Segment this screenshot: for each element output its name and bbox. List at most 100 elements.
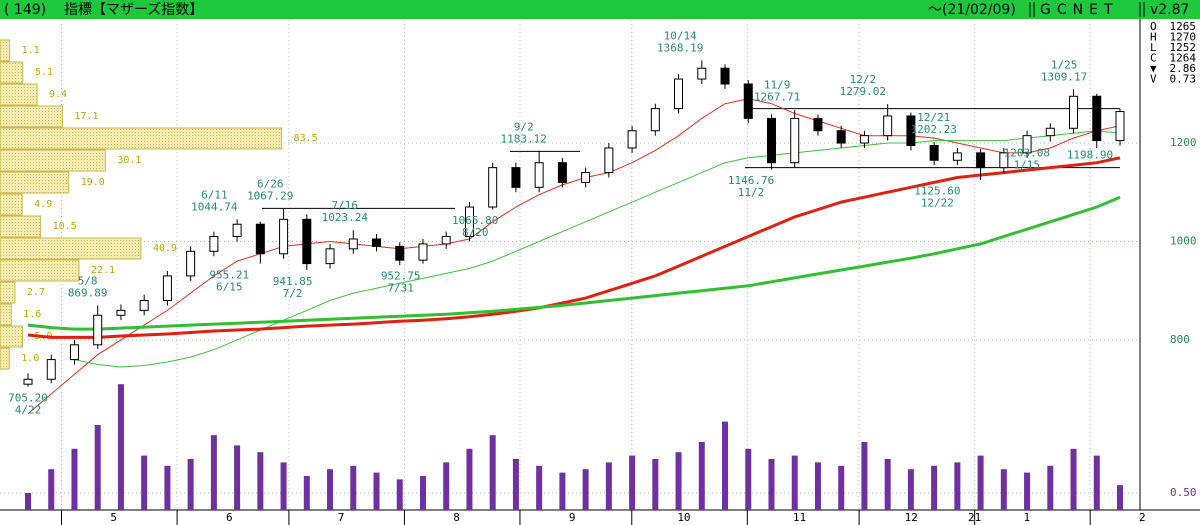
x-tick-label: 21 (968, 511, 981, 524)
candle-body (418, 243, 428, 261)
x-tick-label: 12 (905, 511, 918, 524)
ma-line (27, 156, 1121, 339)
volume-bar (722, 421, 729, 510)
volume-bar (652, 459, 659, 510)
ma-line (74, 130, 1121, 368)
title: 指標【マザーズ指数】 (64, 2, 203, 18)
volume-bar (629, 455, 636, 510)
low-value: 1146.76 (728, 174, 774, 187)
y-tick-label: 1000 (1170, 234, 1197, 247)
candle-body (581, 172, 591, 183)
volume-bar (419, 476, 426, 510)
candle-body (464, 206, 474, 238)
candle-body (232, 223, 242, 238)
candle-body (952, 152, 962, 161)
candle-body (836, 130, 846, 144)
high-date: 10/14 (664, 29, 697, 42)
candle-body (488, 167, 498, 208)
volume-bar (350, 465, 357, 510)
profile-bar (0, 105, 63, 128)
x-tick-label: 7 (338, 511, 345, 524)
profile-label: 22.1 (91, 265, 115, 276)
high-date: 6/11 (201, 188, 228, 201)
profile-label: 1.0 (21, 353, 39, 364)
profile-label: 10.5 (53, 221, 77, 232)
header-bar (0, 0, 1200, 19)
volume-bar (1024, 472, 1031, 510)
low-value: 955.21 (209, 269, 249, 282)
candle-body (697, 67, 707, 80)
high-value: 1279.02 (840, 85, 886, 98)
x-tick-label: 5 (110, 511, 117, 524)
candle-body (139, 300, 149, 311)
candle-body (674, 78, 684, 110)
candle-body (1022, 135, 1032, 154)
summary-value: 1270 (1170, 31, 1197, 44)
candle-body (162, 275, 172, 302)
profile-bar (0, 347, 10, 370)
high-date: 12/21 (917, 111, 950, 124)
profile-label: 9.4 (49, 89, 67, 100)
volume-bar (838, 465, 845, 510)
volume-bar (489, 435, 496, 510)
high-value: 869.89 (68, 286, 108, 299)
x-tick-label: 8 (453, 511, 460, 524)
high-value: 1023.24 (322, 211, 369, 224)
profile-bar (0, 193, 23, 216)
version: v2.87 (1150, 2, 1189, 18)
candle-body (650, 108, 660, 132)
profile-label: 17.1 (74, 111, 98, 122)
profile-bar (0, 39, 11, 62)
profile-bar (0, 127, 283, 150)
candle-body (976, 152, 986, 169)
volume-bar (48, 469, 55, 510)
volume-bar (117, 384, 124, 510)
high-value: 1044.74 (191, 200, 238, 213)
low-date: 6/15 (216, 281, 243, 294)
volume-bar (605, 462, 612, 510)
candle-body (46, 359, 56, 380)
candle-body (813, 117, 823, 132)
x-tick-label: 2 (1139, 511, 1146, 524)
candle-body (790, 117, 800, 164)
profile-label: 2.7 (27, 287, 45, 298)
candle-body (720, 67, 730, 85)
low-value: 1198.90 (1067, 149, 1113, 162)
low-date: 4/22 (15, 404, 42, 417)
volume-bar (814, 462, 821, 510)
volume-bar (768, 459, 775, 510)
volume-bar (373, 472, 380, 510)
x-tick-label: 9 (569, 511, 576, 524)
candle-body (279, 218, 289, 255)
profile-bar (0, 171, 70, 194)
candle-body (302, 218, 312, 265)
source: GCNET (1040, 2, 1119, 18)
candle-body (1045, 127, 1055, 137)
profile-bar (0, 61, 24, 84)
high-date: 5/8 (78, 274, 98, 287)
volume-bar (1047, 465, 1054, 510)
candle-body (883, 115, 893, 137)
candle-body (395, 245, 405, 261)
candle-body (116, 309, 126, 316)
candle-body (348, 238, 358, 250)
candle-body (209, 236, 219, 252)
volume-bar (931, 465, 938, 510)
volume-bar (234, 445, 241, 510)
high-date: 7/16 (332, 199, 359, 212)
high-value: 1368.19 (657, 41, 703, 54)
summary-value: 1265 (1170, 20, 1197, 33)
candle-body (255, 223, 265, 255)
volume-bar (210, 435, 217, 510)
summary-value: 1252 (1170, 41, 1197, 54)
candle-body (999, 152, 1009, 169)
ma-line (27, 195, 1121, 331)
y-tick-label: 800 (1170, 333, 1190, 346)
candle-body (93, 314, 103, 346)
low-date: 12/22 (921, 197, 954, 210)
profile-bar (0, 325, 23, 348)
high-date: 6/26 (257, 177, 284, 190)
profile-bar (0, 83, 38, 106)
candle-body (906, 115, 916, 146)
low-date: 7/31 (387, 282, 414, 295)
